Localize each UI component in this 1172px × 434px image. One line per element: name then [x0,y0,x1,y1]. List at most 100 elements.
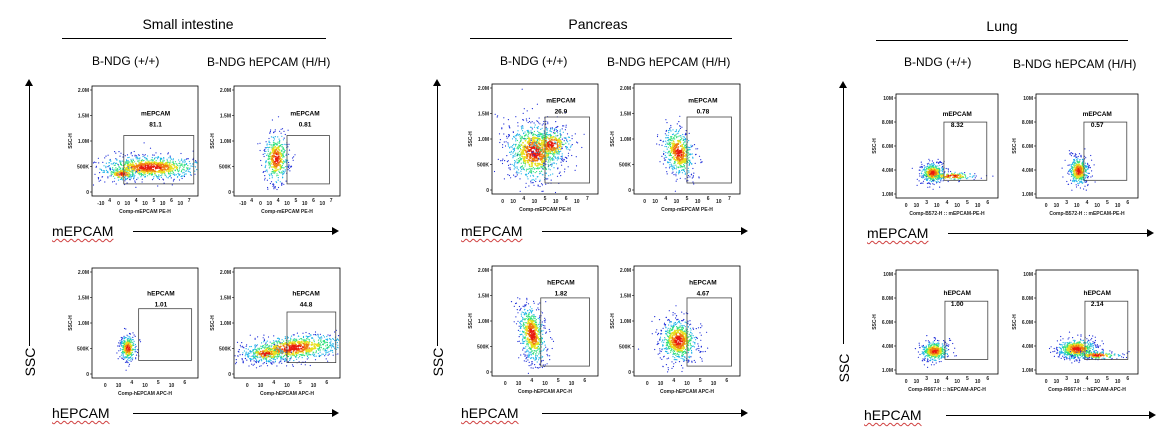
event-dot [516,139,518,142]
event-dot [547,144,550,146]
event-dot [282,174,284,176]
event-dot [292,353,295,356]
event-dot [158,178,160,180]
event-dot [171,161,173,163]
event-dot [160,153,162,155]
event-dot [164,165,166,168]
event-dot [560,150,562,152]
event-dot [546,353,548,356]
event-dot [273,362,275,364]
event-dot [694,162,696,164]
event-dot [149,165,152,168]
event-dot [164,173,166,175]
event-dot [539,149,541,151]
event-dot [520,166,522,168]
event-dot [337,353,339,355]
event-dot [310,354,312,356]
event-dot [265,141,267,143]
event-dot [137,177,139,179]
event-dot [315,344,318,346]
event-dot [288,143,290,145]
event-dot [195,161,197,163]
event-dot [126,170,128,172]
event-dot [511,163,513,166]
event-dot [154,162,157,165]
event-dot [525,150,528,153]
event-dot [131,166,134,168]
event-dot [273,140,275,142]
event-dot [529,159,531,162]
gate-name: mEPCAM [546,98,575,105]
event-dot [524,146,526,148]
event-dot [285,144,287,146]
x-tick-label: 4 [130,380,133,386]
event-dot [317,352,319,355]
event-dot [189,173,192,175]
event-dot [124,351,127,353]
event-dot [556,175,559,177]
event-dot [172,158,174,160]
event-dot [128,167,130,169]
event-dot [295,340,297,342]
event-dot [676,137,678,139]
event-dot [105,162,107,164]
event-dot [279,140,281,142]
event-dot [541,157,544,160]
event-dot [270,162,272,165]
event-dot [283,160,285,162]
event-dot [279,340,281,342]
event-dot [259,356,261,358]
event-dot [138,161,140,163]
event-dot [673,163,675,165]
event-dot [271,177,273,179]
event-dot [537,136,539,138]
event-dot [273,153,275,155]
event-dot [679,115,681,117]
event-dot [503,178,505,180]
event-dot [176,176,179,178]
event-dot [180,164,182,166]
event-dot [101,169,103,171]
event-dot [278,348,280,350]
event-dot [261,164,263,166]
event-dot [148,174,150,176]
event-dot [295,345,297,347]
event-dot [254,361,257,363]
event-dot [260,359,262,361]
x-tick-label: 0 [259,201,262,207]
event-dot [165,161,168,164]
event-dot [553,128,555,130]
event-dot [528,155,531,157]
event-dot [148,173,150,175]
event-dot [157,177,159,179]
x-tick-label: -10 [239,201,246,207]
event-dot [496,116,498,118]
event-dot [178,168,180,170]
event-dot [308,341,310,344]
event-dot [282,147,284,149]
event-dot [684,140,686,142]
event-dot [287,343,289,346]
event-dot [129,336,131,338]
event-dot [325,350,327,352]
event-dot [257,361,260,363]
gate-name: hEPCAM [147,291,174,298]
event-dot [528,352,530,354]
event-dot [547,150,550,153]
event-dot [271,150,274,152]
x-marker-label: hEPCAM [52,405,110,421]
event-dot [307,348,309,351]
event-dot [280,351,282,353]
x-tick-label: 7 [586,196,589,202]
event-dot [254,344,256,346]
x-tick-label: 6 [312,198,315,204]
event-dot [134,349,136,351]
event-dot [114,168,116,170]
event-dot [121,345,123,347]
event-dot [258,360,260,362]
event-dot [137,158,139,160]
event-dot [531,151,533,154]
event-dot [320,347,322,349]
event-dot [326,341,328,344]
